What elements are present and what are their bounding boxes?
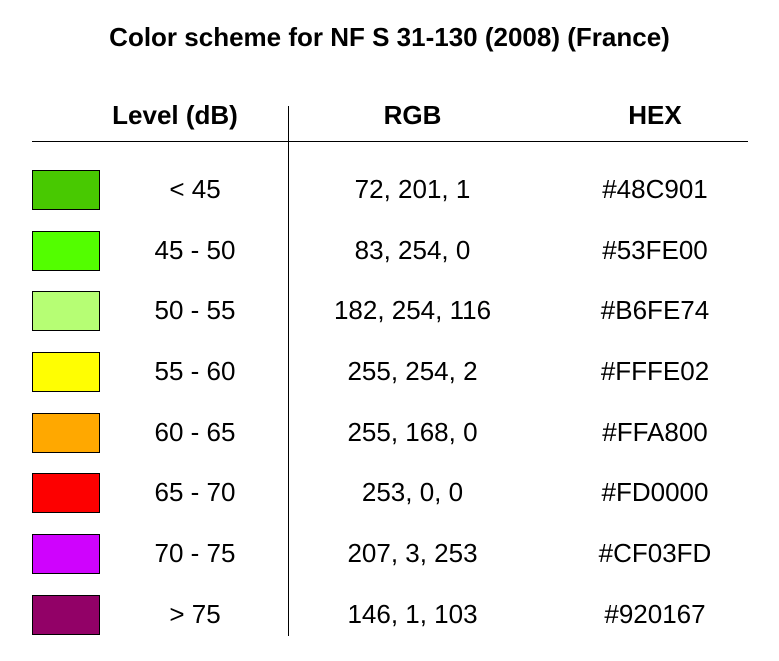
column-divider bbox=[288, 106, 289, 636]
level-cell: 45 - 50 bbox=[154, 234, 236, 265]
color-swatch bbox=[32, 412, 100, 453]
level-cell: 70 - 75 bbox=[154, 538, 236, 569]
color-swatch bbox=[32, 291, 100, 332]
level-cell: > 75 bbox=[169, 598, 221, 629]
color-swatch bbox=[32, 534, 100, 575]
table-row: 45 - 50 83, 254, 0 #53FE00 bbox=[0, 219, 779, 280]
hex-cell: #FFA800 bbox=[602, 416, 708, 447]
level-cell: 55 - 60 bbox=[154, 356, 236, 387]
rgb-cell: 253, 0, 0 bbox=[361, 477, 464, 508]
rgb-cell: 72, 201, 1 bbox=[354, 174, 471, 204]
hex-cell: #53FE00 bbox=[602, 234, 708, 265]
rgb-cell: 146, 1, 103 bbox=[347, 598, 478, 629]
color-swatch bbox=[32, 230, 100, 271]
rgb-cell: 83, 254, 0 bbox=[354, 234, 471, 265]
color-swatch bbox=[32, 352, 100, 393]
table-row: 65 - 70 253, 0, 0 #FD0000 bbox=[0, 461, 779, 522]
hex-cell: #FD0000 bbox=[601, 477, 709, 508]
rgb-cell: 255, 254, 2 bbox=[347, 356, 478, 387]
table-row: 70 - 75 207, 3, 253 #CF03FD bbox=[0, 522, 779, 583]
column-header-level: Level (dB) bbox=[112, 100, 238, 130]
color-swatch bbox=[32, 594, 100, 635]
color-table: < 45 72, 201, 1 #48C901 45 - 50 83, 254,… bbox=[0, 158, 779, 644]
color-swatch bbox=[32, 473, 100, 514]
hex-cell: #B6FE74 bbox=[600, 295, 710, 326]
level-cell: < 45 bbox=[169, 174, 221, 204]
table-row: > 75 146, 1, 103 #920167 bbox=[0, 583, 779, 644]
header-divider bbox=[32, 141, 748, 142]
level-cell: 65 - 70 bbox=[154, 477, 236, 508]
hex-cell: #920167 bbox=[604, 598, 706, 629]
color-swatch bbox=[32, 170, 100, 210]
hex-cell: #FFFE02 bbox=[600, 356, 710, 387]
table-row: 55 - 60 255, 254, 2 #FFFE02 bbox=[0, 340, 779, 401]
table-row: 60 - 65 255, 168, 0 #FFA800 bbox=[0, 401, 779, 462]
page-title: Color scheme for NF S 31-130 (2008) (Fra… bbox=[109, 22, 670, 52]
rgb-cell: 255, 168, 0 bbox=[347, 416, 478, 447]
hex-cell: #CF03FD bbox=[598, 538, 712, 569]
level-cell: 50 - 55 bbox=[154, 295, 236, 326]
column-header-rgb: RGB bbox=[383, 100, 442, 130]
column-header-hex: HEX bbox=[628, 100, 682, 130]
hex-cell: #48C901 bbox=[602, 174, 708, 204]
rgb-cell: 182, 254, 116 bbox=[333, 295, 492, 326]
level-cell: 60 - 65 bbox=[154, 416, 236, 447]
rgb-cell: 207, 3, 253 bbox=[347, 538, 478, 569]
table-row: < 45 72, 201, 1 #48C901 bbox=[0, 158, 779, 219]
table-row: 50 - 55 182, 254, 116 #B6FE74 bbox=[0, 279, 779, 340]
